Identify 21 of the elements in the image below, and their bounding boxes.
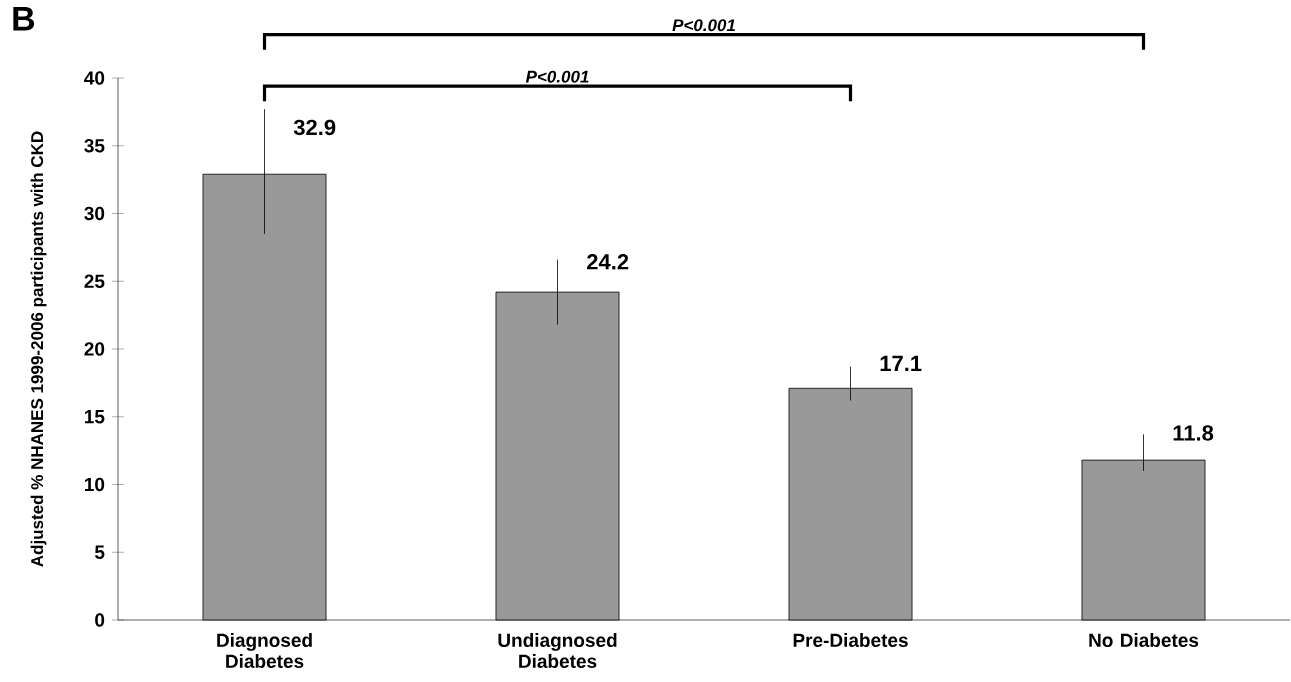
y-tick-label: 0 <box>95 613 105 627</box>
y-tick-label: 30 <box>84 206 105 221</box>
annotation: P<0.001 <box>525 70 589 83</box>
x-tick-label: Pre-Diabetes <box>793 633 908 648</box>
data-label: 32.9 <box>293 119 336 136</box>
y-axis-title: Adjusted % NHANES 1999-2006 participants with CKD <box>30 131 47 567</box>
data-label: 24.2 <box>587 254 629 270</box>
y-tick-label: 25 <box>84 274 105 288</box>
x-tick-label: Diagnosed Diabetes <box>217 633 312 669</box>
chart-title: B <box>13 7 35 31</box>
y-tick-label: 35 <box>84 139 105 153</box>
y-tick-label: 5 <box>94 545 105 559</box>
y-tick-label: 10 <box>85 477 105 492</box>
data-label: 17.1 <box>880 355 922 371</box>
text: P<0.001 <box>672 19 735 32</box>
y-tick-label: 40 <box>84 71 105 85</box>
x-tick-label: No Diabetes <box>1089 633 1199 648</box>
y-tick-label: 20 <box>84 342 105 356</box>
x-tick-label: Undiagnosed Diabetes <box>498 633 617 669</box>
data-label: 11.8 <box>1173 425 1214 441</box>
y-tick-label: 15 <box>85 410 105 424</box>
